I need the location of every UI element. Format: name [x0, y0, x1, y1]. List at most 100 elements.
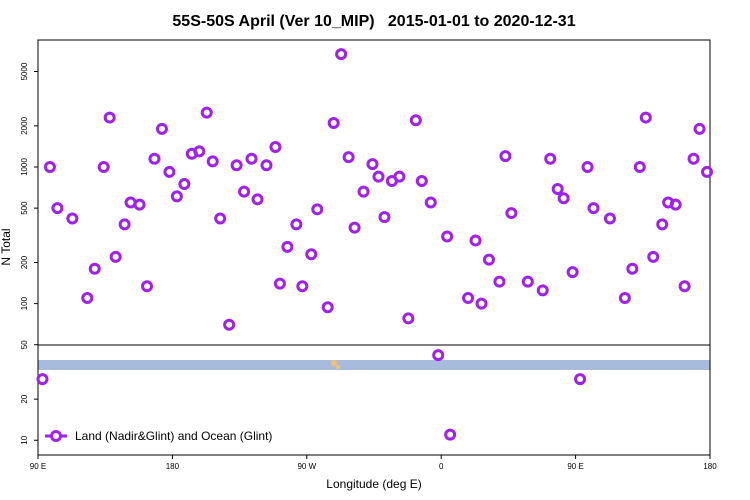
y-tick-label: 10: [20, 435, 29, 444]
data-point: [200, 106, 213, 119]
plot-frame: [37, 39, 711, 456]
data-point: [499, 150, 512, 163]
y-axis-label: N Total: [0, 228, 13, 265]
data-point: [97, 160, 110, 173]
data-point: [424, 196, 437, 209]
data-point: [678, 280, 691, 293]
y-tick-label: 50: [20, 340, 29, 349]
data-point: [505, 207, 518, 220]
data-point: [206, 155, 219, 168]
data-point: [223, 318, 236, 331]
x-tick-label: 90 W: [297, 462, 316, 471]
y-tick-label: 1000: [20, 158, 29, 176]
data-point: [178, 178, 191, 191]
data-point: [141, 280, 154, 293]
chart-title: 55S-50S April (Ver 10_MIP) 2015-01-01 to…: [172, 13, 575, 30]
data-point: [432, 349, 445, 362]
data-point: [214, 212, 227, 225]
data-point: [626, 262, 639, 275]
data-point: [311, 203, 324, 216]
data-point: [238, 185, 251, 198]
data-point: [296, 280, 309, 293]
data-point: [574, 373, 587, 386]
data-point: [581, 160, 594, 173]
data-point: [618, 291, 631, 304]
data-point: [693, 122, 706, 135]
data-point: [521, 275, 534, 288]
data-point: [633, 160, 646, 173]
data-point: [656, 218, 669, 231]
data-point: [321, 301, 334, 314]
y-tick-label: 200: [20, 255, 29, 269]
data-point: [43, 160, 56, 173]
x-tick-label: 90 E: [567, 462, 583, 471]
data-point: [148, 152, 161, 165]
y-tick-label: 100: [20, 296, 29, 310]
data-point: [290, 218, 303, 231]
y-tick-label: 5000: [20, 62, 29, 80]
x-axis-label: Longitude (deg E): [326, 477, 421, 491]
x-tick-label: 180: [703, 462, 717, 471]
data-point: [251, 193, 264, 206]
data-point: [133, 198, 146, 211]
data-point: [118, 218, 131, 231]
data-point: [409, 114, 422, 127]
data-point: [245, 152, 258, 165]
data-point: [482, 253, 495, 266]
data-point: [281, 240, 294, 253]
data-point: [603, 212, 616, 225]
data-point: [493, 275, 506, 288]
data-point: [357, 185, 370, 198]
data-point: [103, 111, 116, 124]
data-point: [687, 152, 700, 165]
data-point: [639, 111, 652, 124]
data-point: [51, 202, 64, 215]
data-point: [109, 250, 122, 263]
data-point: [163, 165, 176, 178]
data-point: [544, 152, 557, 165]
data-point: [462, 291, 475, 304]
data-point: [475, 297, 488, 310]
data-point: [348, 221, 361, 234]
ocean-band: [38, 360, 710, 370]
data-point: [193, 145, 206, 158]
data-point: [170, 190, 183, 203]
legend-label: Land (Nadir&Glint) and Ocean (Glint): [75, 429, 272, 443]
x-tick-label: 0: [439, 462, 444, 471]
data-point: [393, 170, 406, 183]
data-point: [230, 159, 243, 172]
data-point: [81, 291, 94, 304]
data-point: [557, 192, 570, 205]
data-point: [327, 116, 340, 129]
data-point: [36, 373, 49, 386]
data-point: [88, 262, 101, 275]
data-point: [441, 230, 454, 243]
data-point: [469, 234, 482, 247]
data-point: [669, 198, 682, 211]
data-point: [378, 211, 391, 224]
y-tick-label: 2000: [20, 116, 29, 134]
legend-marker: [50, 430, 62, 442]
data-point: [444, 428, 457, 441]
data-point: [536, 284, 549, 297]
data-point: [402, 312, 415, 325]
data-point: [372, 170, 385, 183]
data-point: [566, 266, 579, 279]
data-point: [260, 159, 273, 172]
data-point: [269, 141, 282, 154]
data-point: [415, 174, 428, 187]
land-dot: [331, 360, 337, 366]
y-tick-label: 20: [20, 394, 29, 403]
data-point: [366, 158, 379, 171]
data-point: [66, 212, 79, 225]
data-point: [273, 277, 286, 290]
data-point: [701, 165, 714, 178]
data-point: [155, 122, 168, 135]
y-tick-label: 500: [20, 201, 29, 215]
data-point: [587, 202, 600, 215]
x-tick-label: 90 E: [30, 462, 46, 471]
data-point: [305, 248, 318, 261]
data-point: [335, 48, 348, 61]
